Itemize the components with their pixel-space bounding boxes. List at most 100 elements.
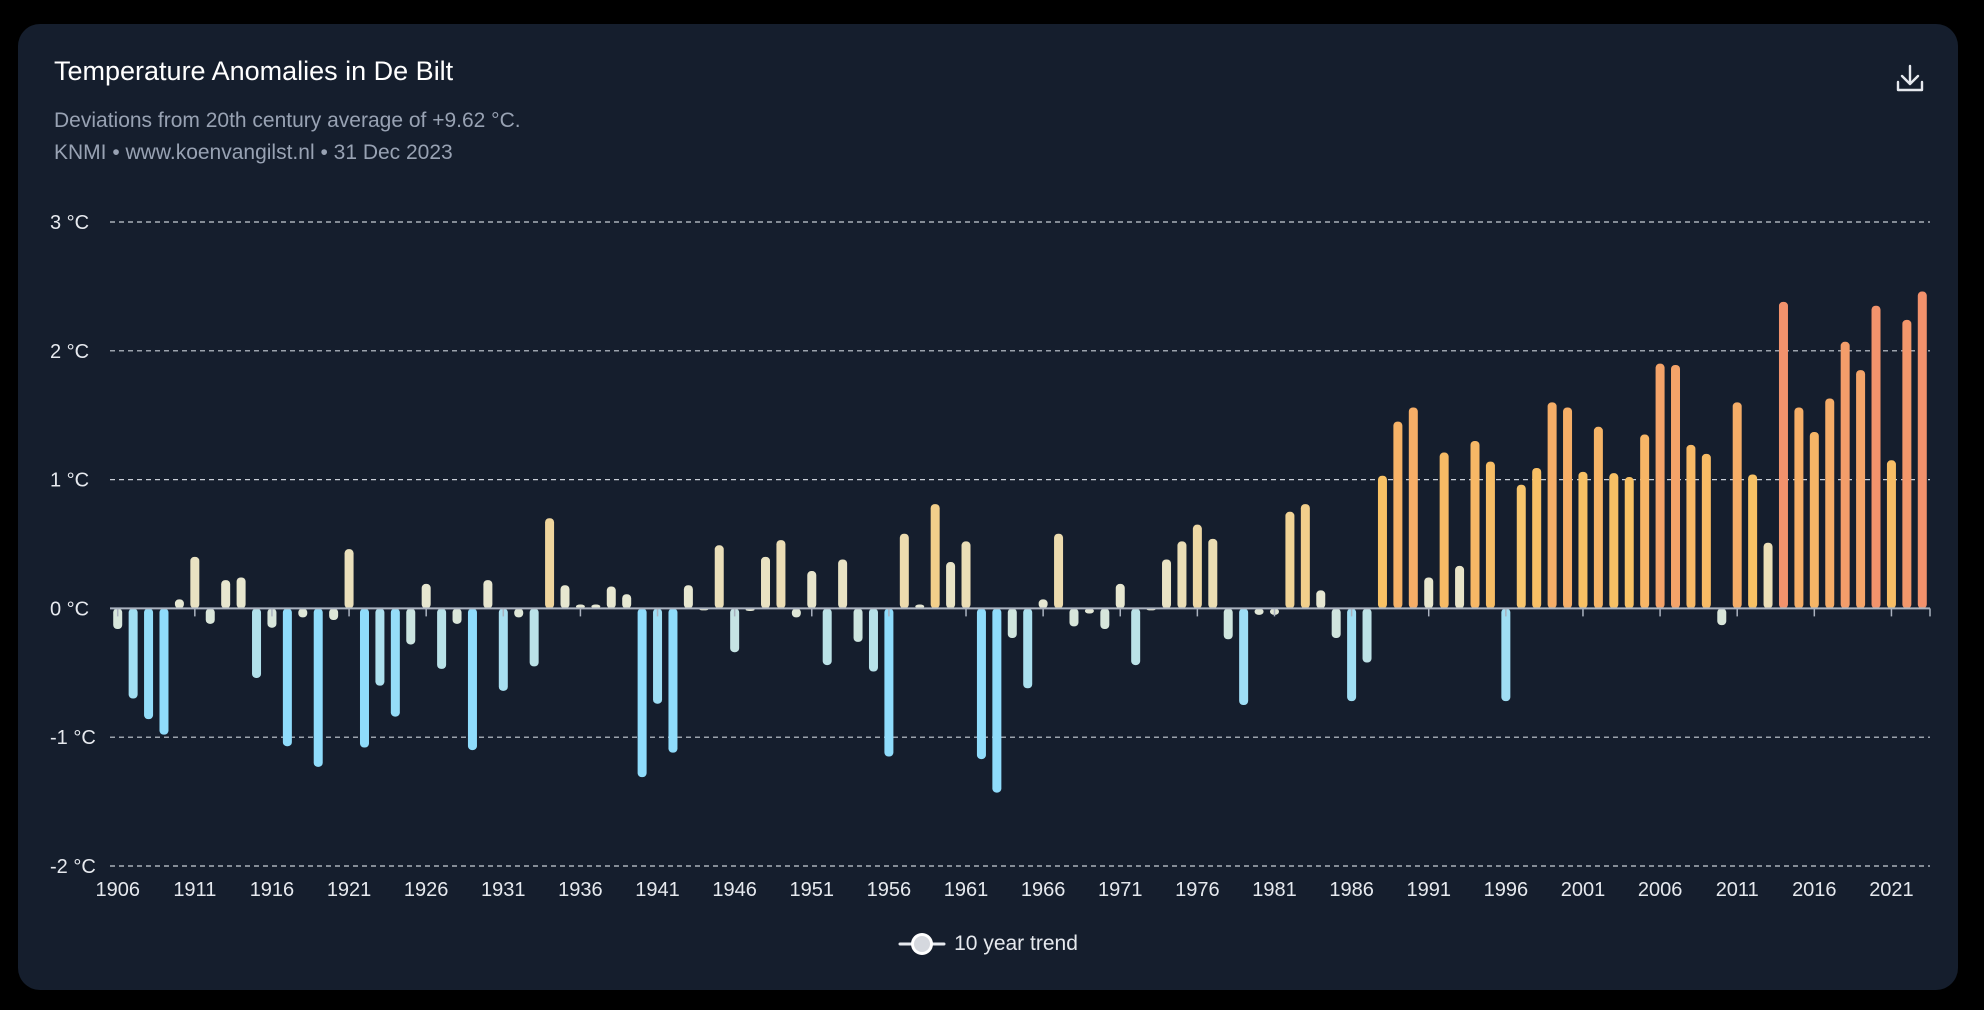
bar (560, 585, 570, 609)
bar (714, 545, 724, 609)
bar (1362, 608, 1372, 663)
x-tick-label: 2021 (1869, 879, 1914, 901)
bar (1208, 538, 1218, 609)
bar (1516, 484, 1526, 609)
x-tick-label: 1981 (1252, 879, 1297, 901)
x-tick-label: 2006 (1638, 879, 1683, 901)
bar (653, 608, 663, 704)
bar (899, 533, 909, 609)
bar (1254, 608, 1264, 615)
bar (205, 608, 215, 624)
bar (668, 608, 678, 753)
bar (791, 608, 801, 618)
bar (622, 594, 632, 609)
bar (930, 504, 940, 609)
x-tick-label: 1976 (1175, 879, 1220, 901)
bar (1578, 471, 1588, 609)
bar (1455, 565, 1465, 609)
bar (375, 608, 385, 686)
bar (483, 580, 493, 609)
x-tick-label: 1991 (1406, 879, 1451, 901)
bar (1840, 341, 1850, 609)
bar (313, 608, 323, 767)
x-tick-label: 2001 (1561, 879, 1606, 901)
x-tick-label: 1936 (558, 879, 603, 901)
bar (1794, 407, 1804, 609)
bar (128, 608, 138, 699)
bar (282, 608, 292, 747)
bar (1763, 542, 1773, 609)
x-tick-label: 1951 (790, 879, 835, 901)
bar (1809, 431, 1819, 609)
bar (144, 608, 154, 720)
y-tick-label: 1 °C (50, 470, 89, 492)
bar (390, 608, 400, 717)
x-tick-label: 1971 (1098, 879, 1143, 901)
chart-title: Temperature Anomalies in De Bilt (54, 56, 454, 86)
toggle-icon (898, 933, 946, 955)
x-tick-label: 1966 (1021, 879, 1066, 901)
bar (853, 608, 863, 642)
x-tick-label: 1956 (867, 879, 912, 901)
bar (730, 608, 740, 653)
bar (1563, 407, 1573, 609)
chart-card: Temperature Anomalies in De Bilt Deviati… (18, 24, 1958, 990)
bar (1609, 473, 1619, 609)
x-tick-label: 1921 (327, 879, 372, 901)
bar (1871, 305, 1881, 609)
bar (1300, 504, 1310, 609)
bar (976, 608, 986, 760)
bar (1778, 301, 1788, 609)
download-icon (1896, 64, 1924, 92)
bar (1655, 363, 1665, 609)
bar (1640, 434, 1650, 609)
bar (776, 540, 786, 609)
bar (1177, 541, 1187, 609)
bar (1054, 533, 1064, 609)
bar (868, 608, 878, 672)
download-button[interactable] (1890, 58, 1930, 98)
bar (838, 559, 848, 609)
bar (822, 608, 832, 666)
bar (884, 608, 894, 757)
x-tick-label: 1961 (944, 879, 989, 901)
x-tick-label: 1931 (481, 879, 526, 901)
bar (1485, 461, 1495, 609)
bar (1439, 452, 1449, 609)
y-tick-label: 0 °C (50, 598, 89, 620)
bar (437, 608, 447, 669)
x-tick-label: 2016 (1792, 879, 1837, 901)
bar (514, 608, 524, 618)
bar (1038, 599, 1048, 609)
x-tick-label: 1911 (173, 879, 216, 901)
bar (174, 599, 184, 609)
y-tick-label: -1 °C (50, 727, 96, 749)
bar (1192, 524, 1202, 609)
bar (1547, 402, 1557, 609)
y-tick-label: 3 °C (50, 212, 89, 234)
bar (606, 586, 616, 609)
bar (1347, 608, 1357, 702)
bar (529, 608, 539, 667)
bar (1701, 453, 1711, 609)
legend-item-10-year-trend[interactable]: 10 year trend (18, 930, 1958, 958)
bar (1593, 426, 1603, 609)
bar (113, 608, 123, 630)
bar (1671, 364, 1681, 609)
bar (1285, 511, 1295, 609)
bar (1084, 608, 1094, 614)
bar (221, 580, 231, 609)
bar (1239, 608, 1249, 705)
bar (545, 518, 555, 609)
bar (1331, 608, 1341, 639)
bar (1717, 608, 1727, 626)
bar (1069, 608, 1079, 627)
bar (637, 608, 647, 778)
bar (329, 608, 339, 620)
bar (1748, 474, 1758, 609)
bar (190, 556, 200, 609)
bar (946, 562, 956, 609)
bar (1424, 577, 1434, 609)
bar (406, 608, 416, 645)
x-tick-label: 1941 (635, 879, 680, 901)
